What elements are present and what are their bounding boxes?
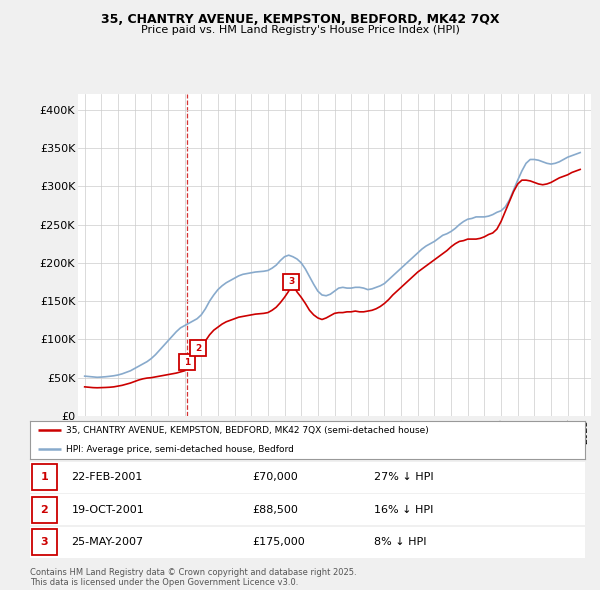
- Text: 1: 1: [184, 358, 190, 367]
- Text: 3: 3: [41, 537, 48, 547]
- Text: 3: 3: [288, 277, 295, 287]
- Text: Contains HM Land Registry data © Crown copyright and database right 2025.
This d: Contains HM Land Registry data © Crown c…: [30, 568, 356, 587]
- Text: 35, CHANTRY AVENUE, KEMPSTON, BEDFORD, MK42 7QX (semi-detached house): 35, CHANTRY AVENUE, KEMPSTON, BEDFORD, M…: [66, 426, 429, 435]
- FancyBboxPatch shape: [32, 529, 56, 555]
- Text: £70,000: £70,000: [252, 473, 298, 482]
- Text: £88,500: £88,500: [252, 505, 298, 514]
- Text: HPI: Average price, semi-detached house, Bedford: HPI: Average price, semi-detached house,…: [66, 445, 294, 454]
- Text: 8% ↓ HPI: 8% ↓ HPI: [374, 537, 427, 547]
- Text: 2: 2: [195, 344, 201, 353]
- Text: £175,000: £175,000: [252, 537, 305, 547]
- Text: 27% ↓ HPI: 27% ↓ HPI: [374, 473, 434, 482]
- Text: Price paid vs. HM Land Registry's House Price Index (HPI): Price paid vs. HM Land Registry's House …: [140, 25, 460, 35]
- Text: 35, CHANTRY AVENUE, KEMPSTON, BEDFORD, MK42 7QX: 35, CHANTRY AVENUE, KEMPSTON, BEDFORD, M…: [101, 13, 499, 26]
- Text: 22-FEB-2001: 22-FEB-2001: [71, 473, 143, 482]
- Text: 1: 1: [41, 473, 49, 482]
- Text: 16% ↓ HPI: 16% ↓ HPI: [374, 505, 433, 514]
- Text: 2: 2: [41, 505, 49, 514]
- Text: 19-OCT-2001: 19-OCT-2001: [71, 505, 145, 514]
- FancyBboxPatch shape: [32, 497, 56, 523]
- Text: 25-MAY-2007: 25-MAY-2007: [71, 537, 144, 547]
- FancyBboxPatch shape: [32, 464, 56, 490]
